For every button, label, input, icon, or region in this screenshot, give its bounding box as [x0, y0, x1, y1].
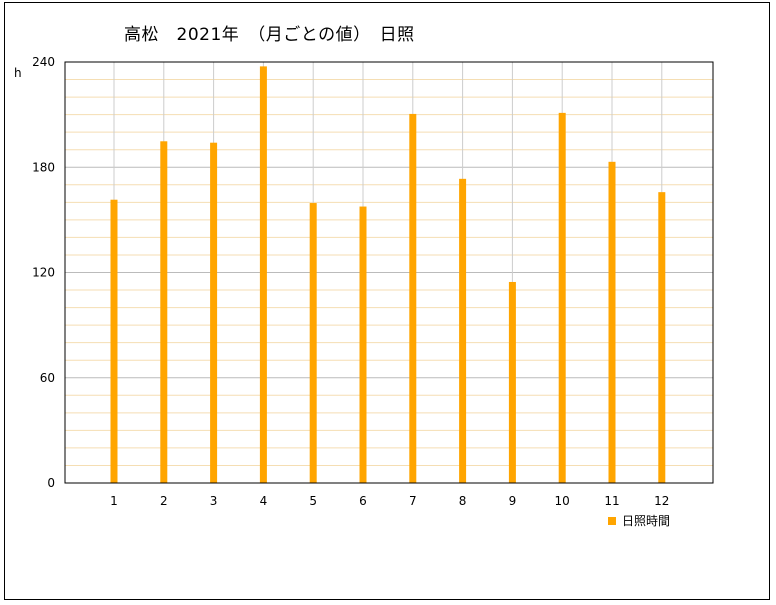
bar-month-12	[658, 192, 666, 483]
x-tick-label: 5	[309, 494, 317, 508]
x-tick-label: 3	[210, 494, 218, 508]
bar-month-6	[359, 206, 367, 483]
plot-area	[64, 61, 714, 484]
legend: 日照時間	[608, 512, 670, 529]
x-tick-label: 10	[555, 494, 570, 508]
bars	[110, 66, 666, 484]
bar-month-4	[259, 66, 267, 484]
bar-month-10	[558, 112, 566, 483]
x-tick-label: 6	[359, 494, 367, 508]
y-tick-label: 120	[32, 266, 55, 280]
bar-month-9	[508, 281, 516, 483]
grid-lines	[65, 79, 713, 466]
bar-month-11	[608, 161, 616, 484]
y-tick-label: 180	[32, 160, 55, 174]
chart-title: 高松 2021年 （月ごとの値） 日照	[124, 25, 415, 45]
bar-month-1	[110, 199, 118, 483]
x-tick-label: 9	[509, 494, 517, 508]
y-tick-label: 60	[40, 371, 55, 385]
bar-month-5	[309, 203, 317, 483]
y-tick-label: 0	[47, 476, 55, 490]
bar-month-2	[160, 141, 168, 483]
x-tick-label: 11	[604, 494, 619, 508]
x-tick-label: 2	[160, 494, 168, 508]
y-tick-labels: 0 60 120 180 240	[32, 55, 55, 490]
bar-month-8	[459, 178, 467, 483]
y-axis-unit: h	[14, 66, 22, 80]
x-tick-labels: 1 2 3 4 5 6 7 8 9 10 11 12	[110, 494, 669, 508]
x-tick-label: 12	[654, 494, 669, 508]
chart-frame	[4, 2, 770, 600]
bar-month-7	[409, 113, 417, 483]
x-tick-label: 7	[409, 494, 417, 508]
x-tick-label: 4	[260, 494, 268, 508]
legend-swatch	[608, 516, 616, 525]
x-tick-label: 8	[459, 494, 467, 508]
bar-month-3	[210, 142, 218, 484]
x-tick-label: 1	[110, 494, 118, 508]
y-tick-label: 240	[32, 55, 55, 69]
legend-label: 日照時間	[622, 514, 671, 528]
